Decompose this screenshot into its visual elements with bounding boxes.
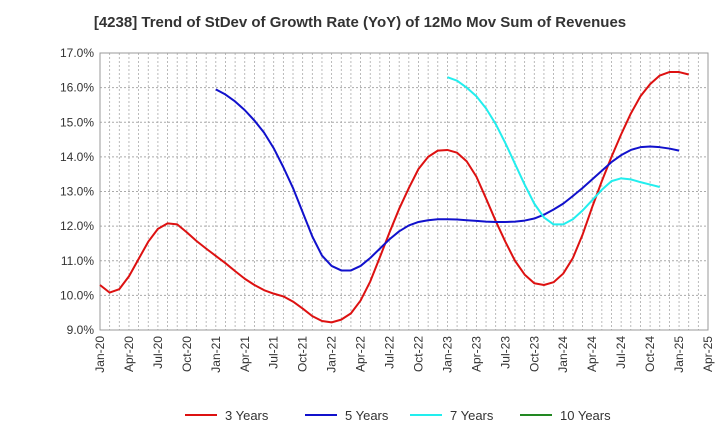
legend-label: 3 Years — [225, 408, 269, 423]
y-tick-label: 10.0% — [60, 288, 94, 302]
x-axis-ticks: Jan-20 Apr-20 Jul-20 Oct-20 Jan-21 Apr-21 Jul-… — [93, 336, 715, 373]
x-tick-label: Jul-24 — [614, 336, 628, 369]
x-tick-label: Jul-21 — [267, 336, 281, 369]
plot-border — [99, 52, 709, 331]
legend-label: 10 Years — [560, 408, 611, 423]
y-tick-label: 11.0% — [61, 254, 94, 268]
y-tick-label: 12.0% — [60, 219, 94, 233]
legend: 3 Years 5 Years 7 Years 10 Years — [185, 408, 611, 423]
series-line-3-years — [99, 71, 689, 324]
x-tick-label: Jul-23 — [498, 336, 512, 369]
x-tick-label: Oct-24 — [643, 336, 657, 372]
x-tick-label: Jul-22 — [383, 336, 397, 369]
x-tick-label: Apr-24 — [585, 336, 599, 372]
x-tick-label: Jan-23 — [440, 336, 454, 373]
x-tick-label: Apr-23 — [469, 336, 483, 372]
y-axis-ticks: 9.0% 10.0% 11.0% 12.0% 13.0% 14.0% 15.0% 16.0% 1… — [60, 46, 94, 337]
y-tick-label: 16.0% — [60, 81, 94, 95]
x-tick-label: Apr-21 — [238, 336, 252, 372]
x-tick-label: Apr-22 — [354, 336, 368, 372]
legend-label: 5 Years — [345, 408, 389, 423]
series-line-7-years — [447, 76, 660, 226]
x-tick-label: Jan-20 — [93, 336, 107, 373]
x-tick-label: Apr-20 — [122, 336, 136, 372]
y-tick-label: 14.0% — [60, 150, 94, 164]
x-tick-label: Apr-25 — [701, 336, 715, 372]
series-lines — [99, 71, 689, 324]
x-tick-label: Oct-22 — [411, 336, 425, 372]
x-tick-label: Jan-22 — [325, 336, 339, 373]
x-tick-label: Oct-20 — [180, 336, 194, 372]
x-tick-label: Jan-21 — [209, 336, 223, 373]
legend-label: 7 Years — [450, 408, 494, 423]
x-tick-label: Jul-20 — [151, 336, 165, 369]
x-tick-label: Oct-21 — [296, 336, 310, 372]
y-tick-label: 17.0% — [60, 46, 94, 60]
x-tick-label: Jan-25 — [672, 336, 686, 373]
x-tick-label: Oct-23 — [527, 336, 541, 372]
chart-title: [4238] Trend of StDev of Growth Rate (Yo… — [93, 14, 627, 31]
x-tick-label: Jan-24 — [556, 336, 570, 373]
y-tick-label: 15.0% — [60, 115, 94, 129]
y-tick-label: 13.0% — [60, 185, 94, 199]
series-line-5-years — [215, 88, 680, 272]
y-tick-label: 9.0% — [67, 323, 95, 337]
